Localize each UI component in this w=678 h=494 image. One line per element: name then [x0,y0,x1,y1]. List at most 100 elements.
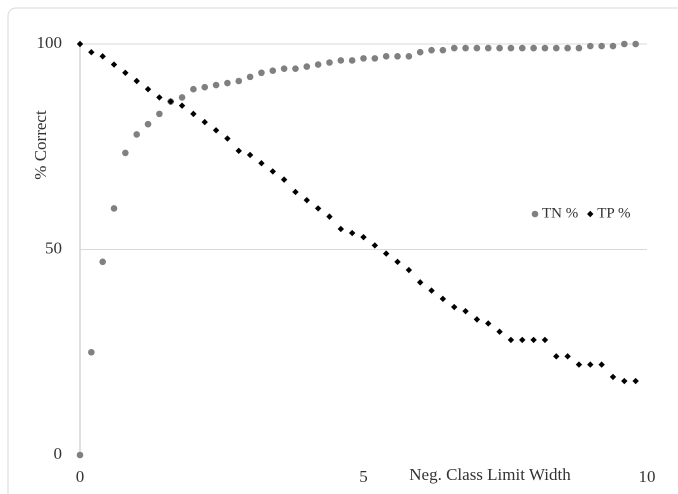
point [122,69,129,76]
point [144,120,152,128]
point [110,61,118,68]
point [621,377,628,385]
point [598,42,605,50]
point [382,250,390,257]
point [88,348,95,356]
point [258,159,265,167]
point [348,229,356,237]
point [530,44,537,52]
point [190,110,197,118]
point [235,77,243,85]
point [314,61,322,68]
point [156,110,163,118]
point [133,131,140,138]
legend-marker [587,210,594,218]
point [428,287,435,294]
point [269,67,277,75]
point [632,40,639,48]
point [416,48,424,56]
point [235,147,242,155]
point [360,55,367,62]
point [76,451,84,459]
point [564,353,571,360]
point [473,44,481,52]
point [473,316,481,323]
point [269,168,276,175]
legend-label: TN % [542,205,578,221]
point [575,44,583,52]
point [246,151,254,159]
point [292,65,299,72]
point [76,40,84,48]
x-tick-label: 10 [639,467,656,486]
point [382,53,390,60]
point [348,57,356,64]
point [201,83,209,91]
point [178,94,186,101]
point [462,307,469,315]
point [326,213,333,220]
chart-frame [7,7,678,494]
y-tick-label: 50 [45,238,62,257]
point [178,102,186,109]
point [484,44,492,52]
point [439,295,447,303]
point [541,44,549,52]
point [553,353,560,360]
point [303,63,311,70]
point [428,46,435,54]
point [462,44,469,52]
point [314,205,322,212]
point [110,205,118,212]
point [201,118,208,126]
legend-marker [531,210,539,218]
point [587,361,594,368]
x-tick-label: 0 [76,467,85,486]
point [99,53,106,60]
point [337,225,345,233]
point [99,258,106,266]
point [280,176,288,183]
point [450,44,458,52]
point [292,188,299,196]
point [496,44,503,52]
point [439,46,447,54]
point [246,73,254,81]
point [371,55,379,62]
point [405,266,413,274]
y-axis-title: % Correct [31,110,50,180]
point [280,65,288,72]
point [632,377,639,385]
point [587,42,594,50]
point [621,40,628,48]
y-tick-label: 0 [54,444,63,463]
point [394,258,401,266]
point [122,149,129,157]
point [609,42,617,50]
point [598,361,605,368]
point [485,320,492,327]
y-tick-label: 100 [37,33,63,52]
point [530,336,537,344]
point [541,336,549,344]
point [224,79,231,87]
point [552,44,560,52]
point [394,53,401,60]
point [575,361,583,368]
legend-label: TP % [597,205,630,221]
point [564,44,571,52]
point [417,279,424,286]
point [405,53,413,60]
point [156,94,163,101]
point [212,81,220,89]
point [518,44,526,52]
point [337,57,345,64]
point [258,69,265,77]
point [326,59,333,66]
point [88,49,95,56]
point [451,303,458,311]
point [133,77,140,85]
point [303,196,310,204]
point [496,328,503,335]
